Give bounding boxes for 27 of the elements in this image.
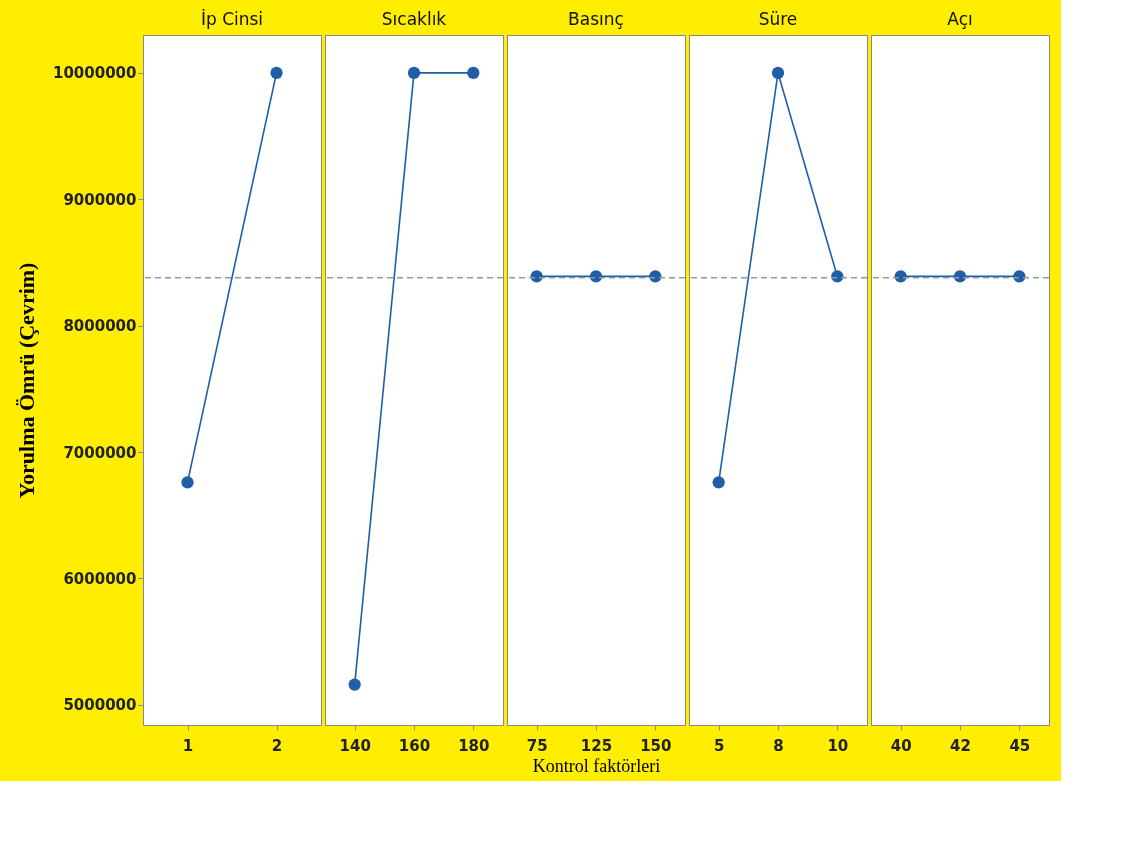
y-tick-label: 7000000 (63, 443, 137, 462)
y-axis-title: Yorulma Ömrü (Çevrim) (14, 262, 39, 499)
x-tick-label: 1 (182, 736, 194, 755)
x-tick-label: 8 (773, 736, 784, 755)
chart-title: İp Cinsi (200, 9, 264, 29)
x-tick-label: 150 (640, 736, 672, 755)
y-tick-label: 6000000 (63, 569, 137, 588)
x-tick-label: 40 (890, 736, 912, 755)
x-tick-label: 125 (580, 736, 613, 755)
x-tick-label: 180 (458, 736, 490, 755)
x-tick-label: 5 (713, 736, 725, 755)
x-tick-label: 140 (339, 736, 371, 755)
y-tick-label: 8000000 (63, 317, 137, 336)
x-tick-label: 2 (271, 736, 283, 755)
x-tick-label: 45 (1009, 736, 1031, 755)
x-axis-title: Kontrol faktörleri (532, 755, 661, 776)
chart-title: Sıcaklık (381, 9, 447, 29)
x-tick-label: 10 (827, 736, 849, 755)
x-tick-label: 42 (950, 736, 971, 755)
chart-title: Açı (947, 9, 973, 29)
y-tick-label: 10000000 (53, 64, 137, 83)
chart-title: Basınç (568, 9, 624, 29)
x-tick-label: 160 (398, 736, 431, 755)
x-tick-label: 75 (526, 736, 548, 755)
y-tick-label: 5000000 (63, 696, 137, 715)
y-tick-label: 9000000 (63, 190, 137, 209)
chart-title: Süre (758, 9, 798, 29)
